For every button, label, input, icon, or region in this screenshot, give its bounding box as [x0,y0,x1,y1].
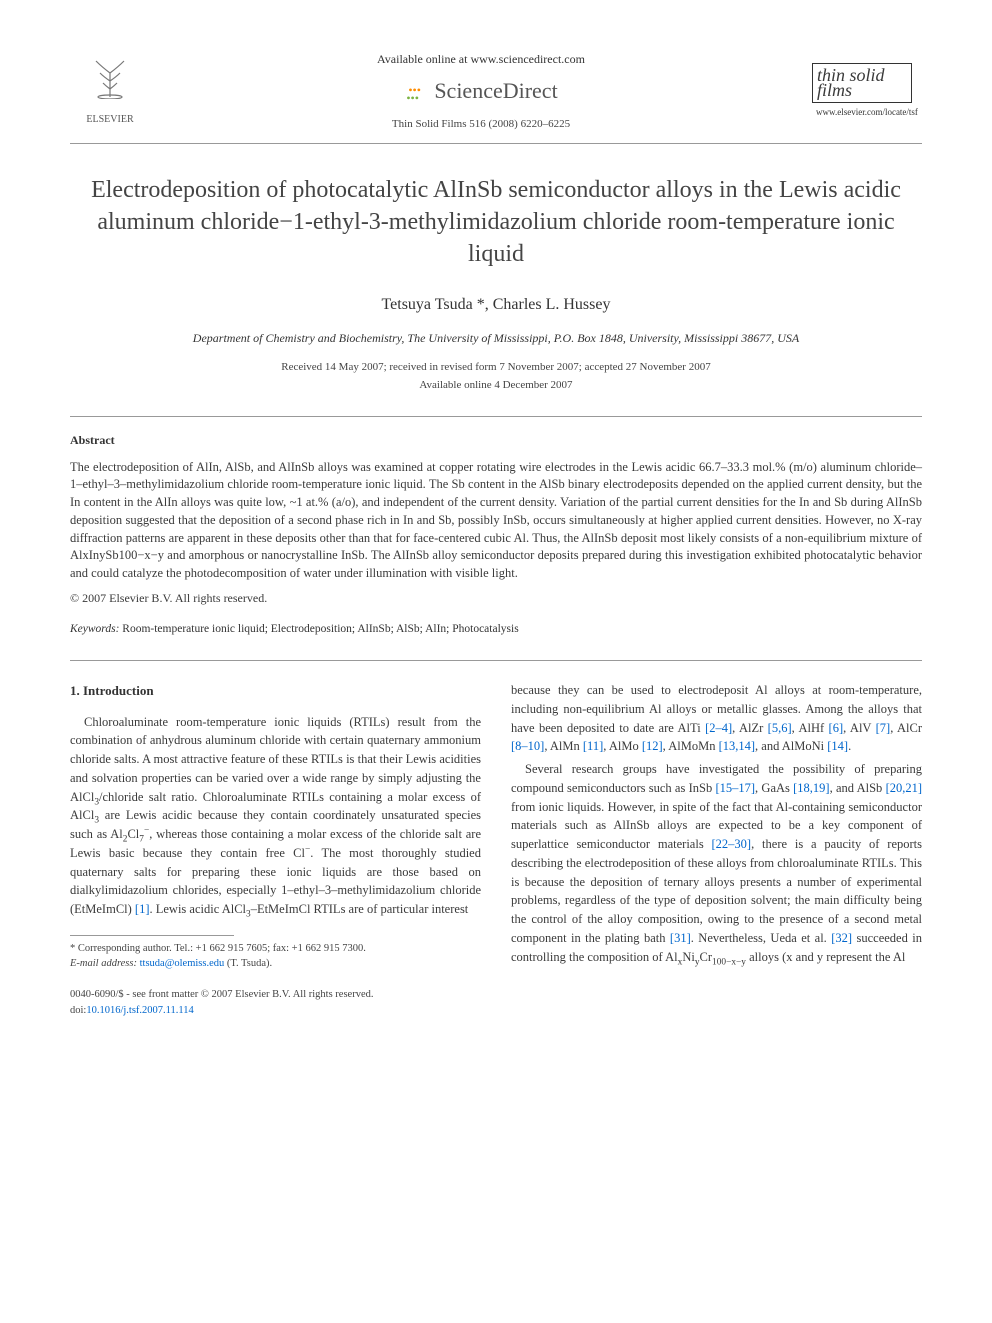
intro-paragraph-2: Several research groups have investigate… [511,760,922,966]
citation-link[interactable]: [20,21] [886,781,922,795]
footer-doi: doi:10.1016/j.tsf.2007.11.114 [70,1003,922,1019]
intro-paragraph-1: Chloroaluminate room-temperature ionic l… [70,713,481,919]
dates-online: Available online 4 December 2007 [70,377,922,394]
text-run: , AlZr [732,721,768,735]
sciencedirect-text: ScienceDirect [434,74,557,107]
column-right: because they can be used to electrodepos… [511,681,922,971]
abstract-body: The electrodeposition of AlIn, AlSb, and… [70,460,922,581]
text-run: . Lewis acidic AlCl [150,902,247,916]
text-run: , and AlSb [830,781,886,795]
abstract-top-rule [70,416,922,417]
keywords-label: Keywords: [70,623,119,635]
citation-link[interactable]: [1] [135,902,150,916]
text-run: Ni [682,950,695,964]
abstract-bottom-rule [70,660,922,661]
center-header: Available online at www.sciencedirect.co… [150,50,812,133]
text-run: Cr [700,950,713,964]
email-link[interactable]: ttsuda@olemiss.edu [140,958,225,969]
text-run: , AlMo [603,739,642,753]
journal-url: www.elsevier.com/locate/tsf [812,106,922,120]
text-run: , AlV [843,721,876,735]
citation-link[interactable]: [13,14] [719,739,755,753]
citation-link[interactable]: [14] [827,739,848,753]
footer: 0040-6090/$ - see front matter © 2007 El… [70,987,922,1019]
text-run: , AlHf [792,721,829,735]
text-run: , AlMn [544,739,583,753]
citation-link[interactable]: [2–4] [705,721,732,735]
corresponding-author-footnote: * Corresponding author. Tel.: +1 662 915… [70,942,481,971]
citation-link[interactable]: [5,6] [768,721,792,735]
text-run: . [848,739,851,753]
text-run: , there is a paucity of reports describi… [511,837,922,945]
citation-link[interactable]: [7] [876,721,891,735]
elsevier-logo: ELSEVIER [70,55,150,127]
elsevier-tree-icon [70,55,150,112]
body-columns: 1. Introduction Chloroaluminate room-tem… [70,681,922,971]
journal-reference: Thin Solid Films 516 (2008) 6220–6225 [150,116,812,133]
abstract-text: The electrodeposition of AlIn, AlSb, and… [70,459,922,583]
citation-link[interactable]: [32] [831,931,852,945]
citation-link[interactable]: [22–30] [712,837,752,851]
citation-link[interactable]: [18,19] [793,781,829,795]
thin-solid-films-box: thin solid films [812,63,912,104]
header-rule [70,143,922,144]
email-label: E-mail address: [70,958,140,969]
sciencedirect-dots-icon [404,79,428,103]
text-run: , GaAs [755,781,793,795]
keywords: Keywords: Room-temperature ionic liquid;… [70,621,922,638]
text-run: , AlCr [890,721,922,735]
text-run: , AlMoMn [663,739,719,753]
abstract-heading: Abstract [70,431,922,449]
text-run: , and AlMoNi [755,739,827,753]
doi-link[interactable]: 10.1016/j.tsf.2007.11.114 [86,1005,193,1016]
citation-link[interactable]: [31] [670,931,691,945]
citation-link[interactable]: [15–17] [715,781,755,795]
citation-link[interactable]: [8–10] [511,739,544,753]
affiliation: Department of Chemistry and Biochemistry… [70,329,922,347]
footnote-rule [70,935,234,936]
intro-heading: 1. Introduction [70,681,481,701]
page-header: ELSEVIER Available online at www.science… [70,50,922,133]
footnote-corr: * Corresponding author. Tel.: +1 662 915… [70,942,481,957]
text-run: –EtMeImCl RTILs are of particular intere… [251,902,469,916]
citation-link[interactable]: [11] [583,739,603,753]
dates-received: Received 14 May 2007; received in revise… [70,359,922,376]
journal-logo: thin solid films www.elsevier.com/locate… [812,63,922,120]
text-run: . Nevertheless, Ueda et al. [691,931,831,945]
authors: Tetsuya Tsuda *, Charles L. Hussey [70,293,922,317]
doi-label: doi: [70,1005,86,1016]
sciencedirect-logo: ScienceDirect [404,74,557,107]
intro-paragraph-1-cont: because they can be used to electrodepos… [511,681,922,756]
keywords-list: Room-temperature ionic liquid; Electrode… [119,623,518,635]
abstract-copyright: © 2007 Elsevier B.V. All rights reserved… [70,589,922,607]
email-after: (T. Tsuda). [224,958,272,969]
citation-link[interactable]: [6] [829,721,844,735]
footer-copyright: 0040-6090/$ - see front matter © 2007 El… [70,987,922,1003]
available-online-text: Available online at www.sciencedirect.co… [150,50,812,68]
article-title: Electrodeposition of photocatalytic AlIn… [70,174,922,271]
citation-link[interactable]: [12] [642,739,663,753]
elsevier-label: ELSEVIER [70,112,150,127]
text-run: alloys (x and y represent the Al [746,950,905,964]
column-left: 1. Introduction Chloroaluminate room-tem… [70,681,481,971]
footnote-email: E-mail address: ttsuda@olemiss.edu (T. T… [70,957,481,972]
